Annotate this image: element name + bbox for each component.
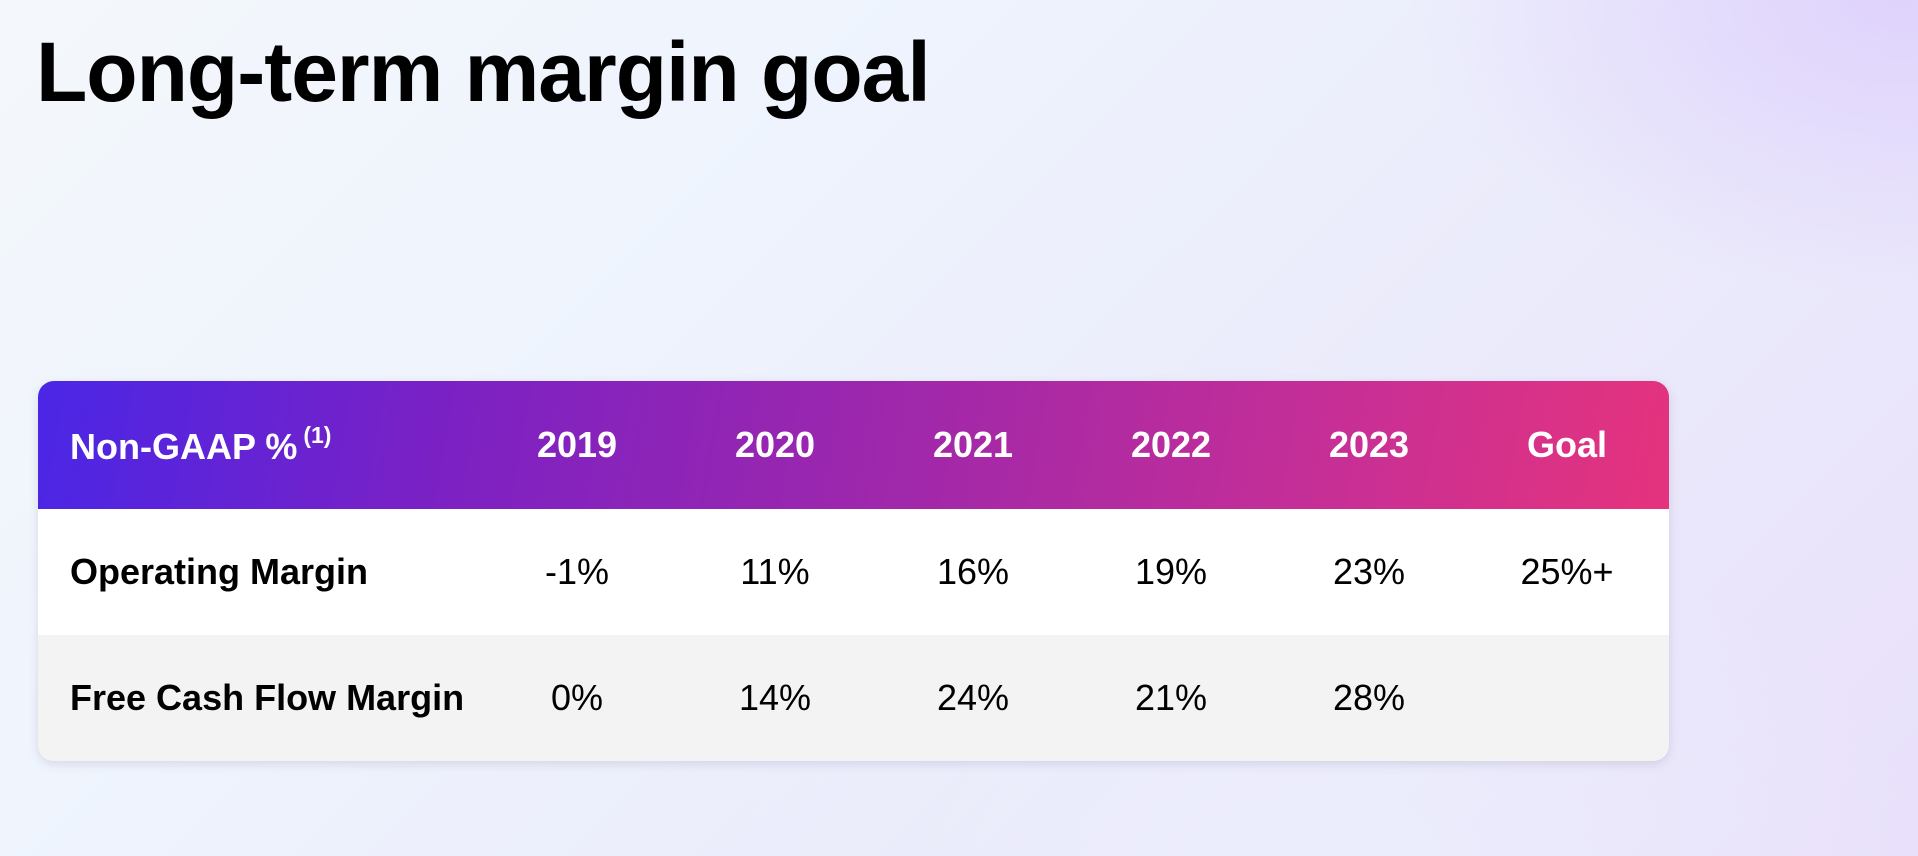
column-header-2020: 2020: [734, 424, 816, 465]
table-cell: 19%: [1134, 551, 1208, 592]
table-header-row: Non-GAAP % (1) 2019 2020 2021 2022 2023 G…: [38, 381, 1669, 509]
table-cell-goal: 25%+: [1520, 551, 1614, 592]
table-cell: 16%: [936, 551, 1010, 592]
column-header-2019: 2019: [536, 424, 618, 465]
table-cell: 11%: [740, 551, 810, 592]
table-cell: 14%: [738, 677, 812, 718]
table-cell: 23%: [1332, 551, 1406, 592]
table-row-free-cash-flow-margin: Free Cash Flow Margin 0% 14% 24% 21% 28%: [38, 635, 1669, 761]
table-header-label: Non-GAAP % (1): [38, 422, 478, 468]
table-row-operating-margin: Operating Margin -1% 11% 16% 19% 23% 25%…: [38, 509, 1669, 635]
table-cell: -1%: [544, 551, 610, 592]
header-label-text: Non-GAAP %: [70, 426, 298, 467]
table-cell: 24%: [936, 677, 1010, 718]
table-cell: 28%: [1332, 677, 1406, 718]
column-header-2022: 2022: [1130, 424, 1212, 465]
table-cell: 0%: [550, 677, 604, 718]
row-label: Operating Margin: [70, 551, 369, 592]
row-label: Free Cash Flow Margin: [70, 677, 465, 718]
footnote-marker: (1): [303, 422, 332, 448]
margin-table: Non-GAAP % (1) 2019 2020 2021 2022 2023 G…: [38, 381, 1669, 761]
column-header-2023: 2023: [1328, 424, 1410, 465]
page-title: Long-term margin goal: [36, 25, 931, 119]
table-cell: 21%: [1134, 677, 1208, 718]
column-header-goal: Goal: [1526, 424, 1607, 465]
column-header-2021: 2021: [932, 424, 1014, 465]
